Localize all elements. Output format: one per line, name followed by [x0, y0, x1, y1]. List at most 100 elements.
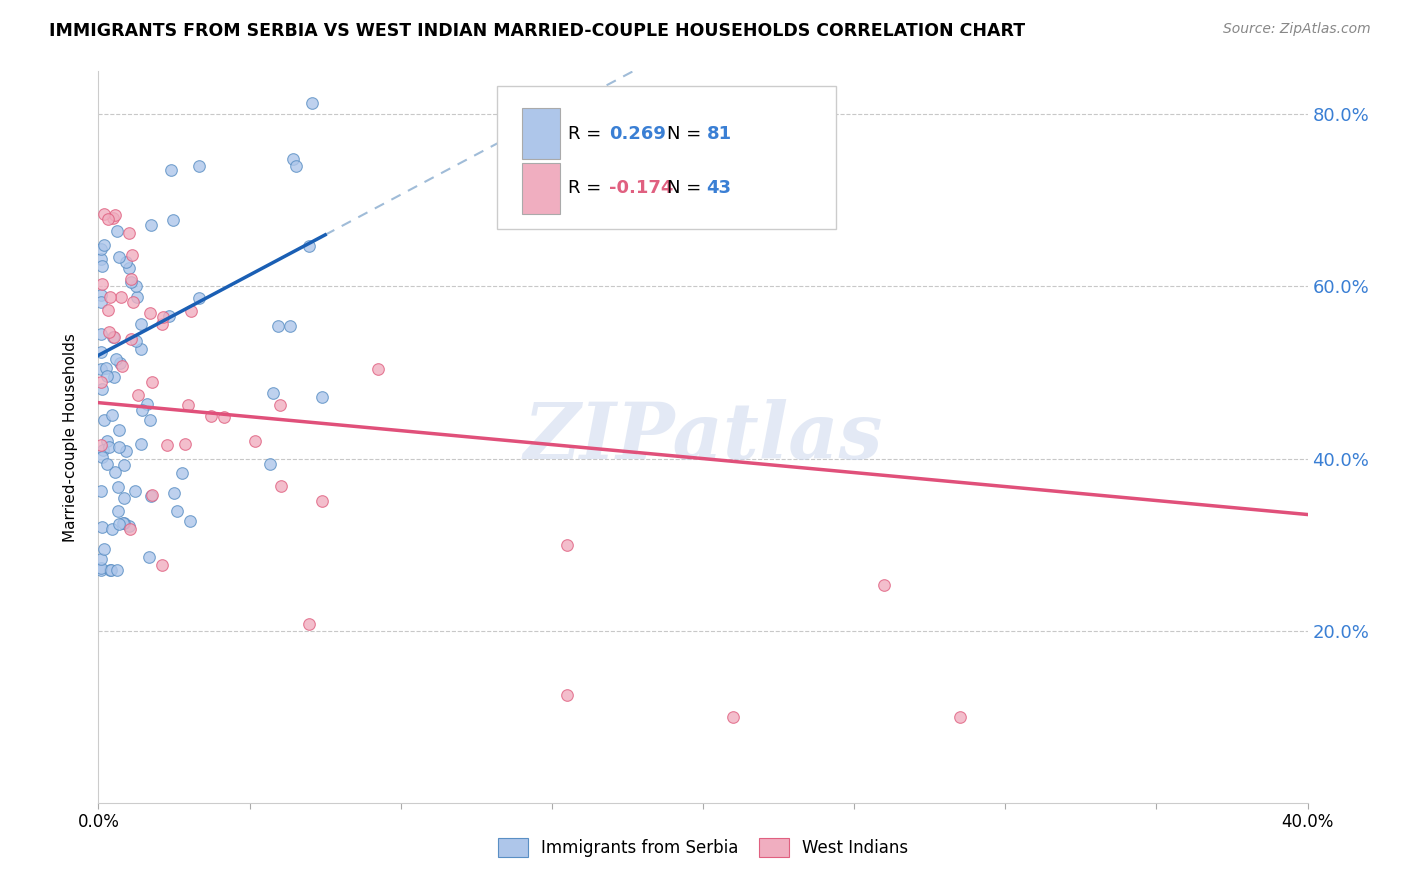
Point — [110, 290, 132, 304]
Point — [100, 564, 122, 578]
Point — [259, 457, 281, 471]
Point — [101, 408, 124, 422]
Point — [120, 332, 142, 346]
Point — [103, 370, 125, 384]
Point — [139, 413, 162, 427]
Point — [98, 290, 121, 304]
Text: ZIPatlas: ZIPatlas — [523, 399, 883, 475]
Point — [166, 504, 188, 518]
Point — [118, 226, 141, 240]
Point — [107, 250, 129, 264]
Text: 43: 43 — [707, 179, 731, 197]
Point — [188, 159, 211, 173]
Point — [114, 443, 136, 458]
Text: IMMIGRANTS FROM SERBIA VS WEST INDIAN MARRIED-COUPLE HOUSEHOLDS CORRELATION CHAR: IMMIGRANTS FROM SERBIA VS WEST INDIAN MA… — [49, 22, 1025, 40]
Point — [91, 277, 114, 291]
Point — [141, 487, 163, 501]
Point — [111, 359, 134, 373]
Point — [131, 403, 153, 417]
Text: 0.269: 0.269 — [609, 125, 665, 143]
Point — [90, 561, 112, 575]
Point — [301, 95, 323, 110]
Point — [723, 710, 745, 724]
Point — [98, 440, 121, 454]
Point — [156, 438, 179, 452]
Text: Source: ZipAtlas.com: Source: ZipAtlas.com — [1223, 22, 1371, 37]
FancyBboxPatch shape — [498, 86, 837, 228]
Point — [90, 252, 112, 267]
Point — [112, 491, 135, 505]
Point — [90, 259, 112, 273]
Point — [93, 413, 115, 427]
Point — [90, 564, 112, 578]
Point — [107, 224, 129, 238]
Point — [150, 558, 173, 573]
Point — [97, 211, 120, 226]
Point — [107, 480, 129, 494]
Point — [135, 397, 157, 411]
Point — [122, 295, 145, 310]
Point — [90, 438, 112, 452]
Point — [108, 423, 131, 437]
Point — [118, 260, 141, 275]
Point — [97, 326, 120, 340]
Text: N =: N = — [666, 125, 707, 143]
Point — [125, 279, 148, 293]
Point — [283, 152, 305, 166]
Point — [91, 443, 114, 458]
Point — [90, 375, 112, 389]
Point — [188, 292, 211, 306]
Text: R =: R = — [568, 125, 606, 143]
Point — [176, 398, 198, 412]
Point — [298, 239, 321, 253]
Point — [129, 342, 152, 356]
Point — [121, 248, 143, 262]
Point — [262, 386, 284, 401]
Point — [129, 436, 152, 450]
Point — [172, 466, 194, 480]
Point — [157, 309, 180, 323]
Point — [93, 237, 115, 252]
Point — [162, 213, 184, 227]
Point — [180, 304, 202, 318]
Point — [212, 410, 235, 425]
Point — [555, 688, 578, 702]
Point — [173, 437, 195, 451]
Point — [118, 518, 141, 533]
Point — [125, 290, 148, 304]
Point — [125, 334, 148, 348]
Point — [90, 520, 112, 534]
Point — [100, 564, 122, 578]
Point — [127, 387, 149, 401]
Text: N =: N = — [666, 179, 707, 197]
Point — [267, 318, 290, 333]
Point — [200, 409, 222, 424]
Point — [141, 489, 163, 503]
Point — [873, 578, 896, 592]
Point — [90, 242, 112, 256]
Point — [139, 306, 162, 320]
Point — [159, 163, 181, 178]
Point — [298, 616, 321, 631]
Point — [179, 514, 201, 528]
Point — [124, 484, 146, 499]
Point — [101, 330, 124, 344]
Point — [115, 255, 138, 269]
Point — [90, 326, 112, 341]
Point — [105, 351, 128, 366]
Point — [108, 516, 131, 531]
Point — [131, 317, 153, 331]
Point — [96, 369, 118, 384]
Point — [96, 457, 118, 471]
Point — [93, 207, 115, 221]
Point — [555, 538, 578, 552]
Point — [96, 434, 118, 448]
Point — [90, 294, 112, 309]
Point — [278, 319, 301, 334]
FancyBboxPatch shape — [522, 163, 561, 213]
Y-axis label: Married-couple Households: Married-couple Households — [63, 333, 77, 541]
Point — [91, 450, 114, 465]
Point — [101, 211, 124, 226]
Point — [138, 550, 160, 565]
Point — [141, 218, 163, 232]
